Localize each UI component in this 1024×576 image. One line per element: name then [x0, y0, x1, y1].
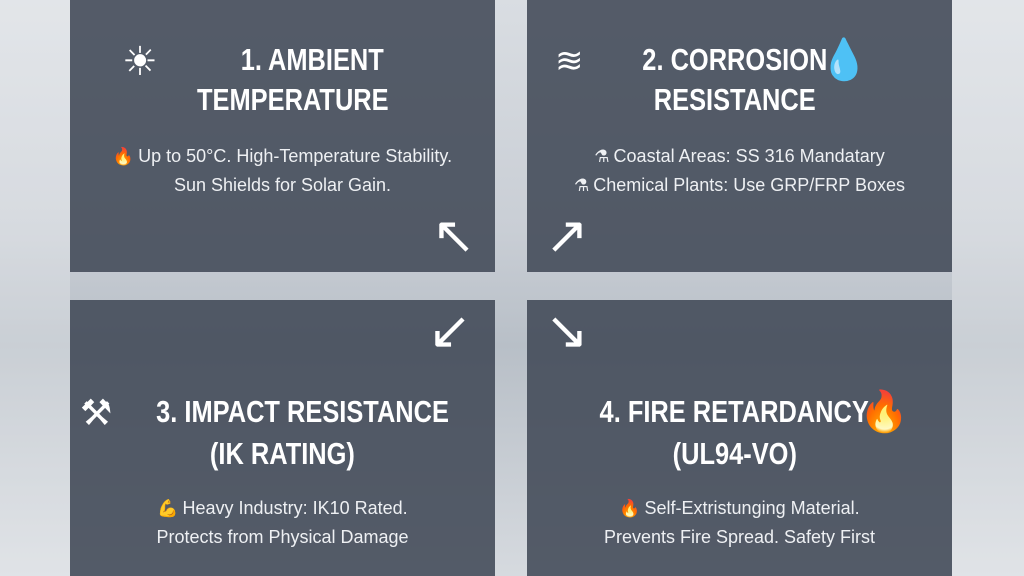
panel-text: Heavy Industry: IK10 Rated. — [182, 498, 408, 518]
hammer-shield-icon: ⚒ — [80, 392, 113, 433]
arrow-up-right-icon: ↗ — [545, 207, 589, 265]
background-left — [0, 0, 70, 576]
panel-title: 3. IMPACT RESISTANCE — [156, 394, 449, 429]
arrow-down-right-icon: ↘ — [545, 302, 589, 360]
panel-corrosion-resistance: ≋ 💧 2. CORROSION RESISTANCE ⚗ Coastal Are… — [527, 0, 952, 272]
water-drops-icon: 💧 — [819, 38, 869, 82]
panel-text: Prevents Fire Spread. Safety First — [603, 527, 876, 547]
flame-icon: 🔥 — [112, 147, 135, 166]
panel-text: Up to 50°C. High-Temperature Stability. — [138, 146, 453, 166]
panel-text: Chemical Plants: Use GRP/FRP Boxes — [593, 175, 906, 195]
arrow-down-left-icon: ↙ — [428, 302, 472, 360]
panel-title: RESISTANCE — [653, 82, 816, 117]
panel-text: Sun Shields for Solar Gain. — [173, 175, 392, 195]
panel-title: TEMPERATURE — [196, 82, 389, 117]
flame-icon: 🔥 — [859, 390, 909, 434]
waves-icon: ≋ — [555, 42, 584, 80]
arrow-up-left-icon: ↖ — [432, 207, 476, 265]
panel-title: 1. AMBIENT — [240, 42, 385, 77]
panel-title: 4. FIRE RETARDANCY — [599, 394, 870, 429]
panel-title: (UL94-VO) — [672, 436, 797, 471]
flame-icon: 🔥 — [619, 499, 641, 518]
flask-icon: ⚗ — [594, 147, 610, 166]
panel-ambient-temperature: ☀ 1. AMBIENT TEMPERATURE 🔥 Up to 50°C. Hi… — [70, 0, 495, 272]
muscle-icon: 💪 — [157, 499, 179, 518]
panel-fire-retardancy: 🔥 4. FIRE RETARDANCY (UL94-VO) 🔥 Self-Ext… — [527, 300, 952, 576]
panel-impact-resistance: ⚒ 3. IMPACT RESISTANCE (IK RATING) 💪 Heav… — [70, 300, 495, 576]
panel-text: Self-Extristunging Material. — [644, 498, 860, 518]
panel-text: Protects from Physical Damage — [156, 527, 409, 547]
flask-icon: ⚗ — [573, 176, 590, 195]
panel-text: Coastal Areas: SS 316 Mandatary — [613, 146, 885, 166]
panel-title: (IK RATING) — [210, 436, 355, 471]
background-right — [952, 0, 1024, 576]
panel-title: 2. CORROSION — [641, 42, 828, 77]
sun-icon: ☀ — [122, 40, 158, 84]
